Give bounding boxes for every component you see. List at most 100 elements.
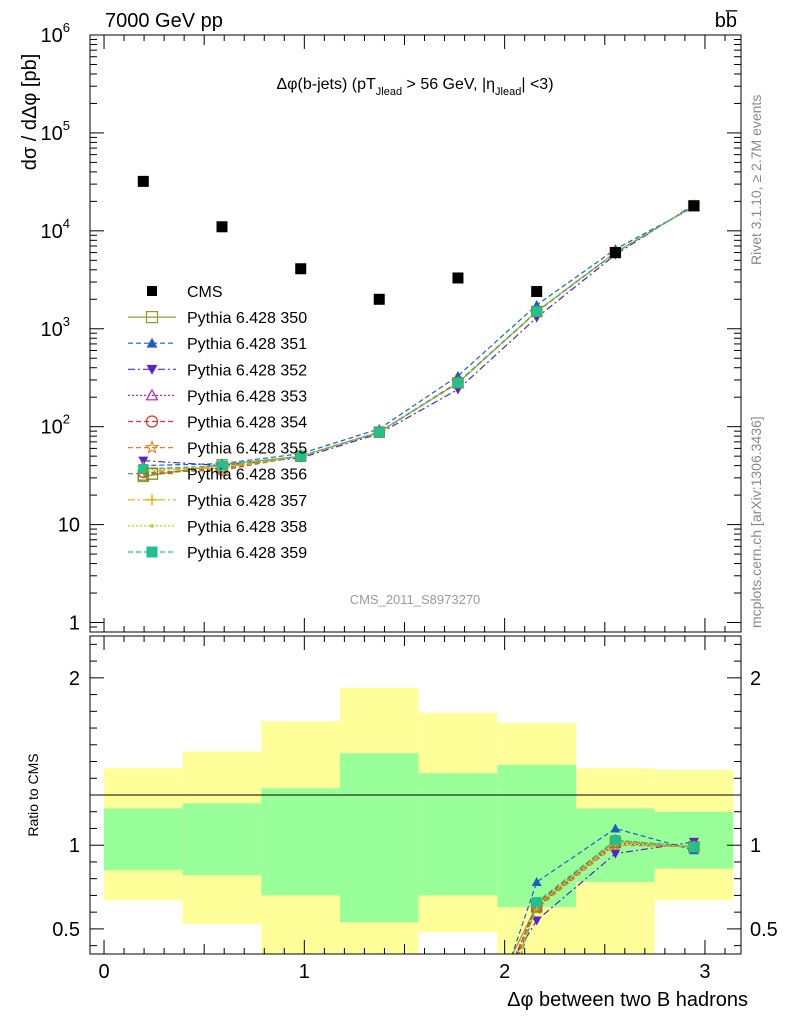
legend-marker: [145, 310, 159, 324]
ratio-series-layer: [511, 823, 701, 954]
ratio-bands: [104, 687, 734, 954]
mcplots-label: mcplots.cern.ch [arXiv:1306.3436]: [748, 416, 764, 628]
legend-item: Pythia 6.428 355: [128, 440, 307, 458]
main-frame: [89, 34, 742, 633]
legend-label: Pythia 6.428 355: [187, 441, 307, 458]
data-point: [373, 293, 385, 305]
data-point: [138, 463, 149, 474]
legend-item: Pythia 6.428 353: [128, 388, 307, 405]
series-cms: [137, 175, 700, 305]
legend-marker: [146, 494, 158, 506]
header-right: bb̅: [715, 9, 738, 32]
title-part-mid: > 56 GeV, |η: [402, 76, 495, 93]
title-part-post: | <3): [521, 76, 553, 93]
legend-marker: [145, 388, 159, 401]
title-sub-2: Jlead: [495, 86, 521, 98]
legend-label: Pythia 6.428 358: [187, 519, 307, 536]
legend-marker: [146, 364, 158, 375]
legend-label: Pythia 6.428 350: [187, 310, 307, 327]
legend-marker: [150, 524, 154, 528]
ratio-point: [610, 823, 621, 833]
legend-marker: [146, 337, 158, 348]
ratio-line: [518, 841, 694, 954]
series-line: [143, 206, 695, 467]
legend-marker: [145, 467, 159, 480]
legend-label: Pythia 6.428 353: [187, 388, 307, 405]
legend-marker: [147, 286, 157, 296]
legend-label: CMS: [187, 284, 223, 301]
data-point: [374, 427, 385, 438]
legend-item: CMS: [147, 284, 223, 301]
watermark: CMS_2011_S8973270: [350, 592, 481, 607]
ratio-point: [531, 916, 542, 926]
ratio-line: [515, 841, 694, 954]
ratio-line: [517, 844, 694, 954]
ratio-band-inner: [261, 788, 341, 896]
ratio-point: [531, 877, 542, 887]
ratio-pythia-6-428-359: [520, 835, 699, 954]
header-left: 7000 GeV pp: [105, 10, 223, 32]
ratio-ytick-label-right: 2: [750, 668, 761, 690]
data-point: [217, 460, 228, 471]
legend-label: Pythia 6.428 359: [187, 545, 307, 562]
main-ytick-label: 102: [41, 412, 70, 439]
legend: CMS Pythia 6.428 350 Pythia 6.428 351 Pythi…: [128, 284, 307, 562]
main-ytick-label: 1: [69, 613, 80, 635]
legend-marker: [146, 546, 158, 558]
main-ytick-label: 104: [41, 216, 70, 243]
ratio-point: [610, 835, 621, 846]
legend-label: Pythia 6.428 351: [187, 336, 307, 353]
ratio-x-axis: 0 1 2 3: [98, 636, 726, 983]
main-ytick-label: 105: [41, 118, 70, 145]
ratio-band-inner: [340, 753, 419, 923]
series-line: [143, 205, 695, 470]
legend-item: Pythia 6.428 358: [128, 519, 307, 536]
ratio-ytick-label: 2: [69, 668, 80, 690]
main-ylabel: dσ / dΔφ [pb]: [19, 54, 41, 171]
ratio-point: [610, 849, 621, 859]
legend-marker: [144, 440, 160, 454]
ratio-series-clip: [511, 823, 701, 954]
x-axis-label: Δφ between two B hadrons: [507, 989, 748, 1011]
main-ytick-label: 106: [41, 20, 70, 47]
main-x-ticks: [103, 35, 726, 632]
main-title: Δφ(b-jets) (pTJlead > 56 GeV, |ηJlead| <…: [276, 76, 553, 98]
ratio-y-axis: 0.5 0.5 1 1 2 2: [52, 643, 778, 947]
ratio-ylabel: Ratio to CMS: [25, 753, 41, 836]
rivet-label: Rivet 3.1.10, ≥ 2.7M events: [748, 95, 764, 265]
legend-item: Pythia 6.428 350: [128, 310, 307, 327]
legend-item: Pythia 6.428 357: [128, 493, 307, 510]
ratio-band-inner: [418, 773, 498, 896]
data-point: [452, 272, 464, 284]
ratio-band-inner: [104, 808, 183, 871]
data-point: [137, 175, 149, 187]
ratio-panel: 0.5 0.5 1 1 2 2 0 1 2 3 Ratio to CMS Δφ between …: [25, 635, 778, 1011]
legend-item: Pythia 6.428 351: [128, 336, 307, 353]
ratio-band-inner: [182, 803, 262, 876]
main-y-axis: 1 10 102 103 104 105 106: [41, 20, 741, 635]
data-point: [609, 247, 621, 259]
legend-marker: [145, 415, 159, 428]
ratio-line: [520, 839, 694, 954]
data-point: [452, 377, 463, 388]
legend-item: Pythia 6.428 356: [128, 467, 307, 484]
title-sub-1: Jlead: [376, 86, 402, 98]
legend-label: Pythia 6.428 352: [187, 362, 307, 379]
legend-label: Pythia 6.428 354: [187, 415, 307, 432]
ratio-point: [531, 897, 542, 908]
legend-item: Pythia 6.428 359: [128, 545, 307, 562]
ratio-line: [511, 827, 695, 954]
title-part-pre: Δφ(b-jets) (pT: [276, 76, 376, 93]
ratio-ytick-label: 1: [69, 835, 80, 857]
legend-label: Pythia 6.428 356: [187, 467, 307, 484]
legend-item: Pythia 6.428 354: [128, 415, 307, 432]
main-ytick-label: 10: [58, 515, 80, 537]
data-point: [688, 200, 700, 212]
ratio-ytick-label: 0.5: [52, 919, 80, 941]
ratio-ytick-label-right: 0.5: [750, 919, 778, 941]
data-point: [295, 263, 307, 275]
ratio-xtick-label: 2: [499, 961, 510, 983]
ratio-xtick-label: 3: [699, 961, 710, 983]
